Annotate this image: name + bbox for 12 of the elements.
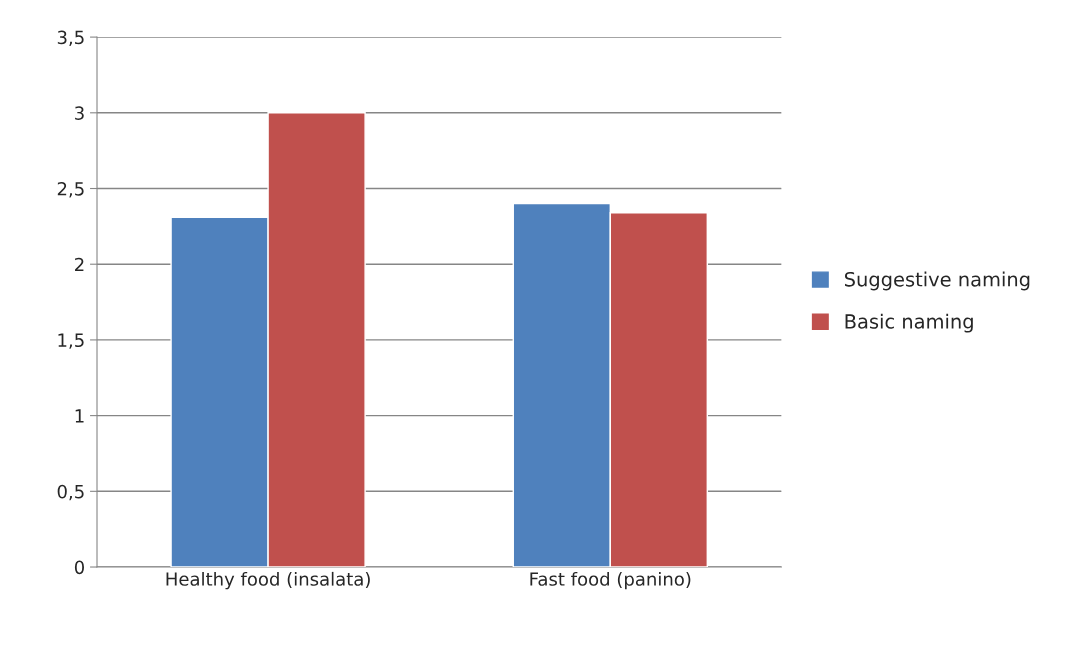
y-tick-label: 2,5	[57, 181, 84, 198]
x-tick-label: Healthy food (insalata)	[166, 571, 370, 590]
y-tick-label: 1,5	[58, 333, 84, 349]
y-tick-label: 0,5	[57, 484, 84, 501]
y-tick-label: 3,5	[57, 30, 84, 47]
y-tick-label: 1	[75, 409, 84, 423]
y-tick-label: 2	[75, 257, 84, 272]
legend-label: Basic naming	[845, 313, 973, 333]
x-tick-label: Fast food (panino)	[530, 571, 691, 590]
legend-label: Suggestive naming	[844, 271, 1030, 291]
y-tick-label: 3	[75, 106, 84, 120]
y-tick-label: 0	[74, 560, 84, 575]
